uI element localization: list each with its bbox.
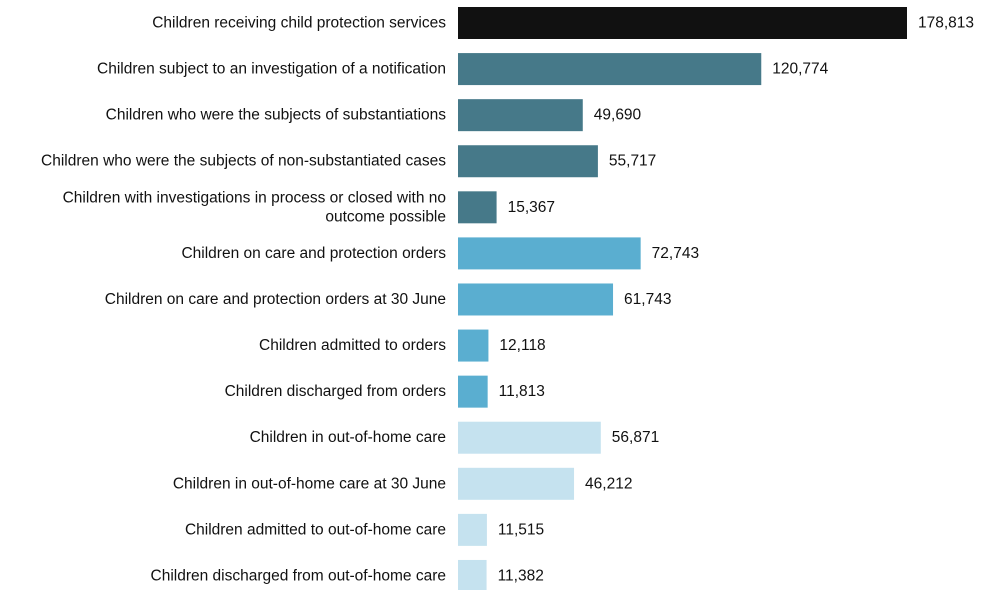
- category-label: Children on care and protection orders: [181, 245, 446, 262]
- bar: [458, 283, 614, 316]
- data-label: 11,813: [499, 383, 545, 400]
- category-label: Children discharged from out-of-home car…: [151, 567, 447, 584]
- category-label: Children in out-of-home care: [250, 429, 446, 446]
- category-label: Children receiving child protection serv…: [152, 15, 446, 32]
- bar: [458, 53, 762, 86]
- category-label: Children discharged from orders: [225, 383, 447, 400]
- category-labels-group: Children receiving child protection serv…: [41, 15, 446, 585]
- category-label: Children who were the subjects of substa…: [106, 107, 447, 124]
- category-label: Children with investigations in process …: [63, 189, 446, 225]
- data-label: 72,743: [652, 245, 699, 262]
- data-label: 55,717: [609, 153, 656, 170]
- bar: [458, 99, 583, 132]
- bars-group: [458, 7, 907, 590]
- category-label: Children admitted to out-of-home care: [185, 521, 446, 538]
- category-label: Children in out-of-home care at 30 June: [173, 475, 446, 492]
- bar: [458, 329, 489, 362]
- data-label: 178,813: [918, 15, 974, 32]
- data-label: 46,212: [585, 475, 632, 492]
- data-label: 61,743: [624, 291, 671, 308]
- bar: [458, 145, 598, 178]
- data-label: 120,774: [772, 61, 828, 78]
- bar: [458, 559, 487, 590]
- bar: [458, 7, 907, 39]
- bar: [458, 375, 488, 408]
- bar: [458, 513, 487, 546]
- bar: [458, 467, 575, 500]
- bar: [458, 237, 641, 270]
- data-label: 11,382: [498, 567, 544, 584]
- bar: [458, 191, 497, 224]
- category-label: Children admitted to orders: [259, 337, 446, 354]
- category-label: Children subject to an investigation of …: [97, 61, 446, 78]
- category-label: Children on care and protection orders a…: [105, 291, 446, 308]
- data-label: 49,690: [594, 107, 642, 124]
- value-labels-group: 178,813 120,774 49,690 55,717 15,367 72,743 61…: [498, 15, 974, 585]
- data-label: 11,515: [498, 521, 544, 538]
- bar: [458, 421, 601, 454]
- category-label: Children who were the subjects of non-su…: [41, 153, 446, 170]
- data-label: 12,118: [499, 337, 545, 354]
- data-label: 56,871: [612, 429, 659, 446]
- data-label: 15,367: [508, 199, 555, 216]
